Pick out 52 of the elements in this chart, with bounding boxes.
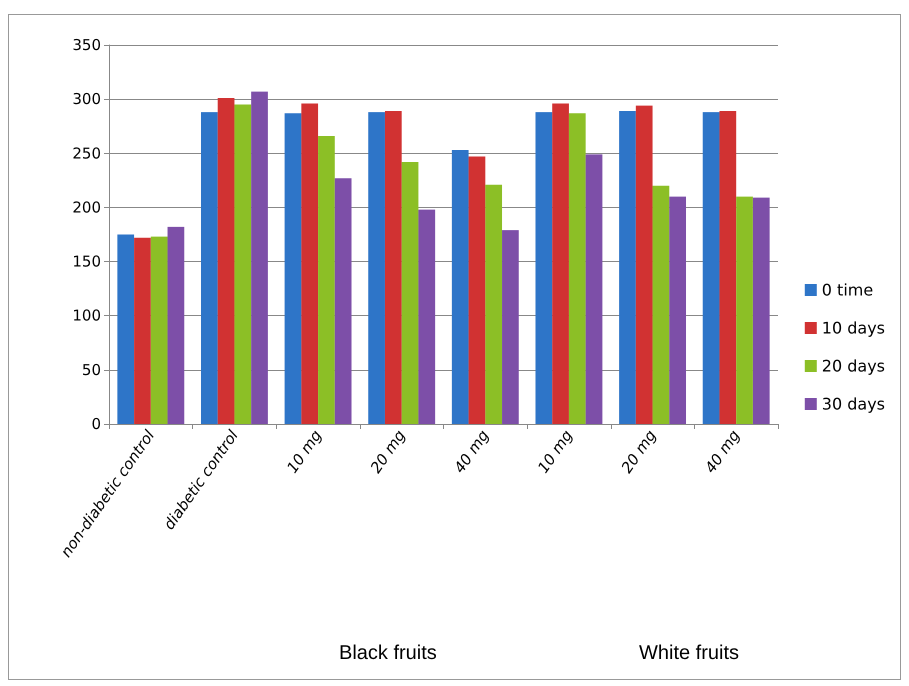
- legend-label: 0 time: [822, 280, 874, 300]
- bar: [402, 162, 418, 424]
- y-tick-label: 200: [72, 198, 101, 216]
- x-tick-label: 20 mg: [366, 426, 410, 476]
- x-tick-label: 40 mg: [450, 426, 493, 476]
- bar: [234, 104, 252, 424]
- bar: [284, 113, 302, 424]
- bar: [318, 136, 335, 424]
- y-tick-label: 50: [82, 360, 101, 379]
- y-tick-label: 250: [72, 144, 101, 162]
- bar: [150, 236, 168, 424]
- bar: [736, 196, 753, 424]
- bar: [251, 92, 268, 424]
- bar: [334, 178, 352, 424]
- x-tick-label: 40 mg: [701, 426, 744, 476]
- bar: [552, 103, 569, 424]
- bar: [368, 112, 385, 424]
- bar: [485, 184, 502, 424]
- legend-label: 30 days: [822, 394, 886, 414]
- bar: [719, 111, 736, 424]
- x-tick-label: 20 mg: [618, 426, 660, 476]
- bar: [702, 112, 720, 424]
- bar: [452, 150, 469, 424]
- y-tick-label: 0: [91, 415, 101, 433]
- x-tick-label: 10 mg: [534, 426, 576, 476]
- bar: [418, 210, 436, 424]
- legend-label: 20 days: [822, 356, 886, 376]
- y-tick-label: 100: [72, 306, 101, 325]
- y-tick-label: 350: [72, 36, 101, 54]
- bar: [586, 154, 602, 424]
- bar: [218, 98, 234, 424]
- text: Black fruits: [339, 642, 437, 664]
- bar: [301, 103, 318, 424]
- bar: [117, 234, 134, 424]
- bar: [168, 226, 184, 424]
- bar: [652, 186, 670, 424]
- bar: [468, 156, 486, 424]
- bar: [502, 230, 519, 424]
- bar: [535, 112, 552, 424]
- bar: [669, 196, 686, 424]
- y-tick-label: 150: [72, 252, 101, 271]
- bar: [636, 106, 653, 424]
- y-tick-label: 300: [72, 90, 101, 108]
- bar: [752, 198, 770, 424]
- bar: [619, 111, 636, 424]
- bar: [200, 112, 218, 424]
- bar: [384, 111, 402, 424]
- x-tick-label: 10 mg: [283, 426, 326, 476]
- legend-label: 10 days: [822, 318, 886, 338]
- bar: [568, 113, 586, 424]
- bar: [134, 238, 151, 424]
- text: White fruits: [639, 642, 740, 664]
